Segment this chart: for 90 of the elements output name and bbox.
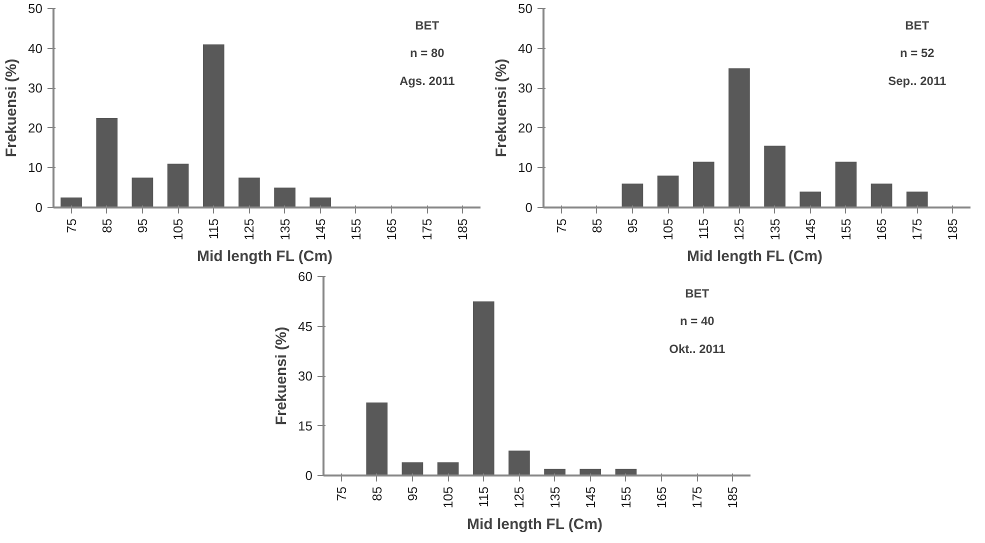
bar <box>437 462 459 476</box>
bar <box>472 301 494 476</box>
bar <box>508 450 530 476</box>
x-tick-label: 175 <box>690 486 705 508</box>
bar <box>60 198 82 208</box>
x-tick-label: 135 <box>767 218 782 240</box>
y-axis-title: Frekuensi (%) <box>273 326 290 426</box>
x-tick-label: 145 <box>582 486 598 508</box>
bar <box>870 184 892 208</box>
y-tick-label: 40 <box>28 40 43 56</box>
x-axis-title: Mid length FL (Cm) <box>197 248 333 266</box>
annotation: n = 52 <box>900 46 935 60</box>
y-tick-label: 0 <box>35 200 43 215</box>
y-axis-title: Frekuensi (%) <box>493 58 510 158</box>
y-tick-label: 50 <box>518 1 533 16</box>
x-tick-label: 185 <box>945 218 960 240</box>
bar <box>622 184 644 208</box>
x-axis-title: Mid length FL (Cm) <box>687 248 823 266</box>
bar <box>692 162 714 208</box>
y-tick-label: 15 <box>298 418 313 434</box>
bar <box>274 188 296 208</box>
y-tick-label: 30 <box>518 80 533 96</box>
x-tick-label: 95 <box>404 486 420 501</box>
bar <box>132 178 154 208</box>
x-tick-label: 95 <box>134 218 150 233</box>
y-tick-label: 60 <box>298 269 313 284</box>
annotation: Ags. 2011 <box>399 74 456 88</box>
y-axis-title: Frekuensi (%) <box>3 58 20 158</box>
bar <box>96 118 118 208</box>
y-tick-label: 50 <box>28 1 43 16</box>
y-tick-label: 30 <box>28 80 43 96</box>
x-tick-label: 175 <box>420 218 435 240</box>
bar <box>402 462 424 476</box>
x-tick-label: 75 <box>554 218 569 233</box>
bar <box>310 198 332 208</box>
x-tick-label: 135 <box>547 486 562 508</box>
y-tick-label: 10 <box>28 160 43 176</box>
x-tick-label: 165 <box>874 218 890 240</box>
annotation: n = 40 <box>680 314 715 328</box>
bar <box>835 162 857 208</box>
x-tick-label: 165 <box>654 486 670 508</box>
x-tick-label: 165 <box>384 218 400 240</box>
x-tick-label: 185 <box>455 218 470 240</box>
x-tick-label: 145 <box>802 218 818 240</box>
y-tick-label: 20 <box>518 120 533 136</box>
x-tick-label: 155 <box>348 218 364 240</box>
x-tick-label: 155 <box>618 486 634 508</box>
annotation: Okt.. 2011 <box>669 342 726 356</box>
x-tick-label: 105 <box>660 218 676 240</box>
x-tick-label: 115 <box>696 218 712 240</box>
bar <box>366 402 388 476</box>
y-tick-label: 10 <box>518 160 533 176</box>
x-tick-label: 85 <box>589 218 604 233</box>
y-tick-label: 0 <box>525 200 533 215</box>
x-tick-label: 125 <box>512 486 527 508</box>
y-tick-label: 30 <box>298 368 313 384</box>
x-tick-label: 175 <box>910 218 925 240</box>
annotation: Sep.. 2011 <box>888 74 946 88</box>
x-tick-label: 105 <box>440 486 456 508</box>
bar <box>202 44 224 208</box>
y-tick-label: 40 <box>518 40 533 56</box>
x-tick-label: 155 <box>838 218 854 240</box>
y-tick-label: 0 <box>305 468 313 483</box>
x-tick-label: 85 <box>99 218 114 233</box>
x-tick-label: 125 <box>242 218 257 240</box>
bar <box>657 176 679 208</box>
bar <box>800 192 822 208</box>
x-tick-label: 115 <box>476 486 492 508</box>
x-tick-label: 75 <box>64 218 79 233</box>
x-tick-label: 95 <box>624 218 640 233</box>
annotation: BET <box>415 18 440 32</box>
bar <box>167 164 189 208</box>
x-tick-label: 125 <box>732 218 747 240</box>
x-tick-label: 85 <box>369 486 384 501</box>
bar <box>728 68 750 208</box>
annotation: n = 80 <box>410 46 445 60</box>
x-tick-label: 115 <box>206 218 222 240</box>
y-tick-label: 20 <box>28 120 43 136</box>
x-tick-label: 105 <box>170 218 186 240</box>
bar <box>906 192 928 208</box>
x-axis-title: Mid length FL (Cm) <box>467 516 603 534</box>
bar <box>238 178 260 208</box>
annotation: BET <box>685 286 710 300</box>
x-tick-label: 145 <box>312 218 328 240</box>
y-tick-label: 45 <box>298 318 313 334</box>
bar <box>764 146 786 208</box>
annotation: BET <box>905 18 930 32</box>
x-tick-label: 185 <box>725 486 740 508</box>
x-tick-label: 75 <box>334 486 349 501</box>
x-tick-label: 135 <box>277 218 292 240</box>
